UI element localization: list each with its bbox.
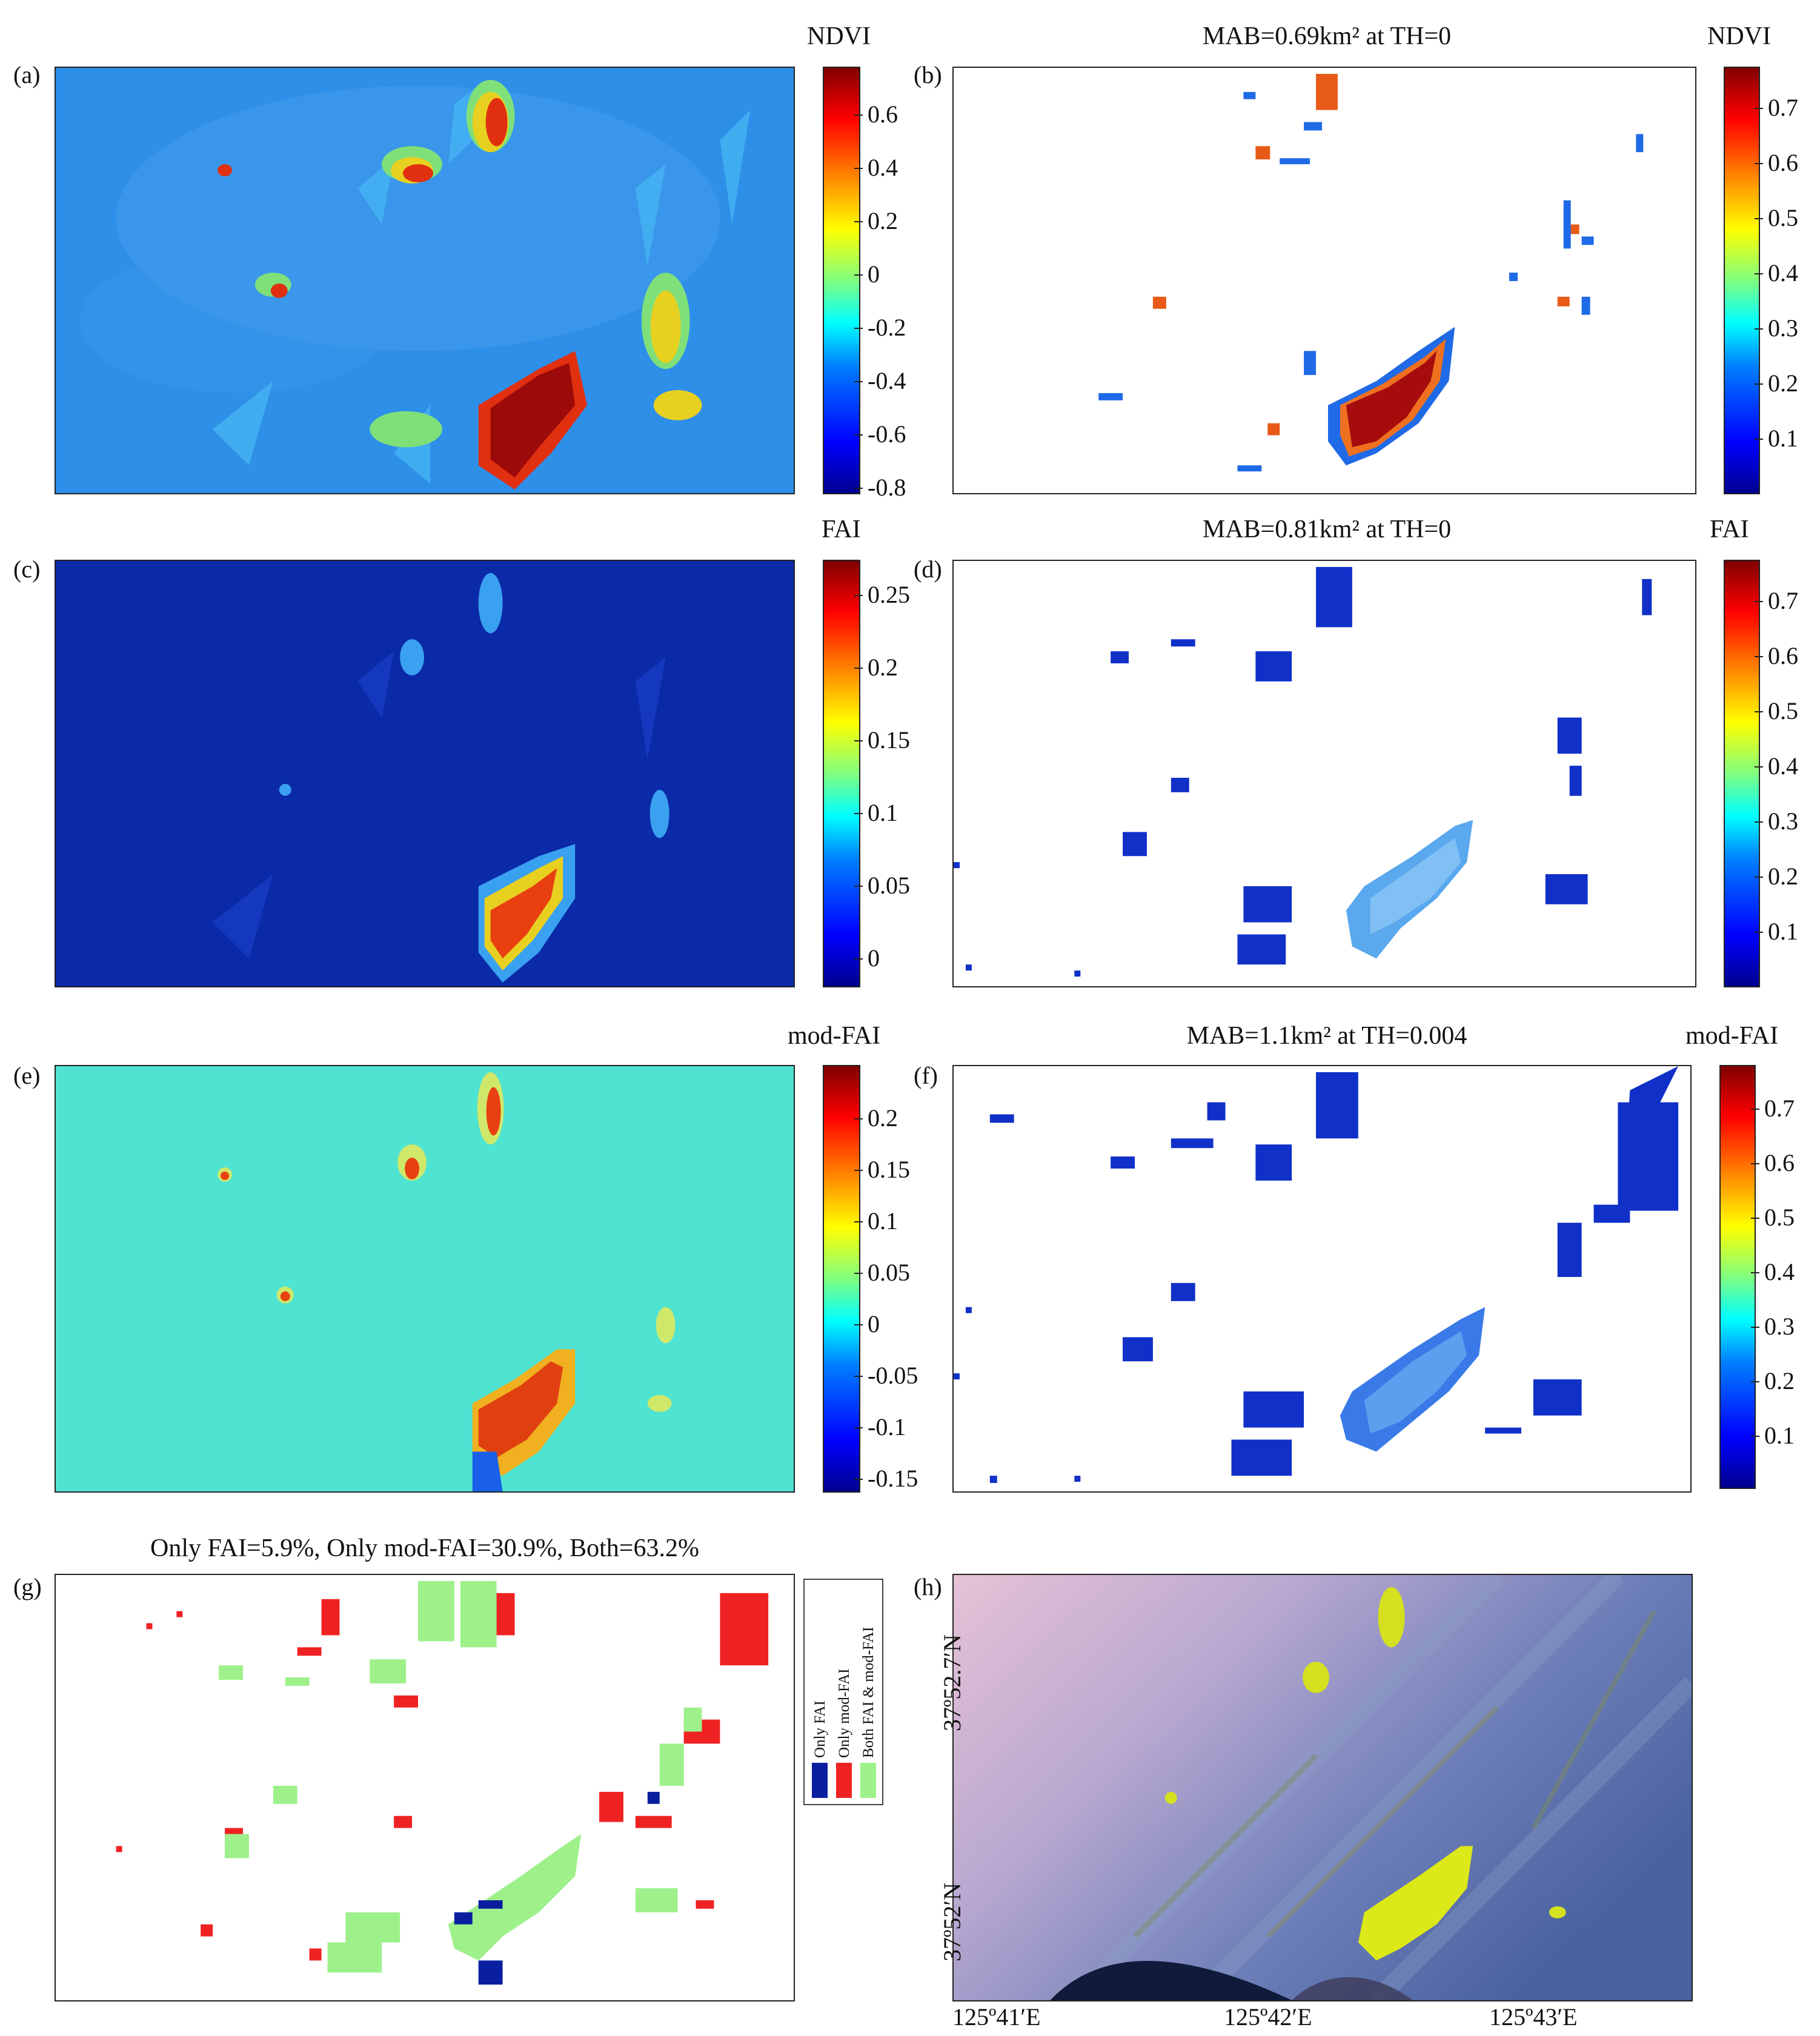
tick-label: 0.7 <box>1768 587 1798 614</box>
tick-label: 0.05 <box>868 1259 910 1286</box>
panel-b-colorbar <box>1724 67 1760 494</box>
legend-swatch-only-fai <box>812 1763 828 1798</box>
tick-label: 0.1 <box>868 1207 898 1235</box>
panel-g-label: (g) <box>13 1573 42 1600</box>
tick-label: 0.6 <box>1768 642 1798 669</box>
tick-label: 0.6 <box>1768 149 1798 176</box>
y-tick-label: 37º52.7′N <box>938 1634 966 1731</box>
legend-label-only-fai: Only FAI <box>812 1700 828 1758</box>
panel-g-title: Only FAI=5.9%, Only mod-FAI=30.9%, Both=… <box>150 1534 699 1562</box>
tick-label: 0.4 <box>1768 752 1798 780</box>
tick-label: 0.2 <box>1768 863 1798 890</box>
panel-d-fai-threshold-map <box>952 560 1696 987</box>
legend-label-only-modfai: Only mod-FAI <box>836 1668 852 1758</box>
tick-label: 0.05 <box>868 872 910 899</box>
x-tick-label: 125º43′E <box>1489 2003 1578 2031</box>
panel-b-colorbar-title: NDVI <box>1707 22 1771 50</box>
panel-c-fai-map <box>55 560 795 987</box>
tick-label: -0.4 <box>868 367 906 394</box>
tick-label: 0.2 <box>868 207 898 234</box>
tick-label: -0.15 <box>868 1465 918 1492</box>
panel-e-colorbar <box>823 1065 860 1493</box>
tick-label: 0.4 <box>868 154 898 181</box>
panel-b-title: MAB=0.69km² at TH=0 <box>1202 22 1452 50</box>
tick-label: 0.5 <box>1768 697 1798 725</box>
tick-label: 0.2 <box>1764 1367 1795 1394</box>
tick-label: 0.4 <box>1768 259 1798 287</box>
tick-label: -0.6 <box>868 420 906 448</box>
tick-label: 0.7 <box>1768 94 1798 121</box>
panel-h-true-color-image <box>952 1574 1693 2001</box>
tick-label: 0.15 <box>868 726 910 754</box>
panel-f-colorbar-title: mod-FAI <box>1685 1022 1779 1050</box>
panel-e-label: (e) <box>13 1062 41 1089</box>
panel-a-ndvi-map <box>55 67 795 494</box>
panel-c-colorbar <box>823 560 860 987</box>
panel-g-comparison-map <box>55 1574 795 2001</box>
panel-b-ndvi-threshold-map <box>952 67 1696 494</box>
panel-a-colorbar <box>823 67 860 494</box>
panel-b-label: (b) <box>914 61 942 88</box>
panel-d-label: (d) <box>914 555 942 583</box>
x-tick-label: 125º42′E <box>1224 2003 1312 2031</box>
panel-c-label: (c) <box>13 555 41 583</box>
panel-f-title: MAB=1.1km² at TH=0.004 <box>1186 1022 1467 1050</box>
tick-label: 0 <box>868 1310 880 1338</box>
tick-label: 0.5 <box>1764 1204 1795 1231</box>
tick-label: -0.2 <box>868 314 906 341</box>
legend-swatch-only-modfai <box>836 1763 852 1798</box>
panel-c-colorbar-title: FAI <box>822 516 861 543</box>
tick-label: 0 <box>868 260 880 288</box>
tick-label: 0.5 <box>1768 204 1798 231</box>
tick-label: 0.3 <box>1768 314 1798 342</box>
panel-f-colorbar <box>1719 1065 1756 1489</box>
tick-label: 0.2 <box>1768 370 1798 397</box>
tick-label: -0.05 <box>868 1362 918 1389</box>
legend-label-both: Both FAI & mod-FAI <box>860 1626 877 1758</box>
panel-d-colorbar <box>1724 560 1760 987</box>
tick-label: 0.3 <box>1768 807 1798 835</box>
tick-label: 0 <box>868 944 880 972</box>
x-tick-label: 125º41′E <box>952 2003 1041 2031</box>
panel-g-legend: Only FAI Only mod-FAI Both FAI & mod-FAI <box>803 1579 883 1805</box>
legend-swatch-both <box>860 1763 876 1798</box>
panel-d-colorbar-title: FAI <box>1710 516 1749 543</box>
tick-label: 0.15 <box>868 1156 910 1183</box>
tick-label: 0.3 <box>1764 1313 1795 1340</box>
panel-d-title: MAB=0.81km² at TH=0 <box>1202 516 1452 543</box>
tick-label: 0.1 <box>868 799 898 826</box>
panel-a-colorbar-title: NDVI <box>807 22 871 50</box>
panel-h-label: (h) <box>914 1573 942 1600</box>
tick-label: -0.1 <box>868 1413 906 1441</box>
tick-label: 0.1 <box>1768 425 1798 452</box>
tick-label: 0.6 <box>868 101 898 128</box>
panel-e-modfai-map <box>55 1065 795 1493</box>
tick-label: 0.7 <box>1764 1095 1795 1122</box>
panel-f-label: (f) <box>914 1062 938 1089</box>
tick-label: 0.1 <box>1768 918 1798 945</box>
tick-label: 0.25 <box>868 581 910 608</box>
tick-label: 0.6 <box>1764 1149 1795 1176</box>
tick-label: 0.2 <box>868 1104 898 1132</box>
y-tick-label: 37º52′N <box>938 1882 966 1961</box>
tick-label: 0.1 <box>1764 1422 1795 1449</box>
panel-a-label: (a) <box>13 61 41 88</box>
panel-e-colorbar-title: mod-FAI <box>788 1022 881 1050</box>
tick-label: 0.2 <box>868 654 898 681</box>
tick-label: -0.8 <box>868 474 906 501</box>
tick-label: 0.4 <box>1764 1258 1795 1285</box>
panel-f-modfai-threshold-map <box>952 1065 1692 1493</box>
